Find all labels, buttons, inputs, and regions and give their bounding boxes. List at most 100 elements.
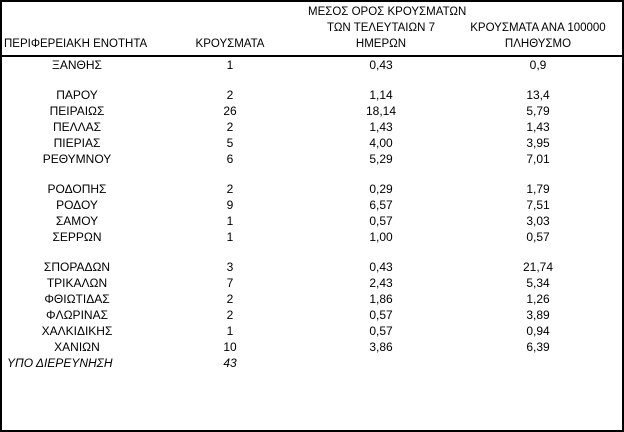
avg7-cell: 0,43 [369, 260, 393, 274]
header-region-label: ΠΕΡΙΦΕΡΕΙΑΚΗ ΕΝΟΤΗΤΑ [4, 38, 148, 50]
cases-cell: 1 [226, 324, 234, 338]
table-row: ΣΠΟΡΑΔΩΝ 3 0,43 21,74 [2, 259, 622, 275]
cases-cell: 1 [226, 230, 234, 244]
spacer-row [2, 73, 622, 87]
table-row: ΡΟΔΟΠΗΣ 2 0,29 1,79 [2, 181, 622, 197]
table-row: ΞΑΝΘΗΣ 1 0,43 0,9 [2, 56, 622, 73]
header-avg7-line3: ΗΜΕΡΩΝ [355, 38, 407, 50]
avg7-cell: 4,00 [369, 136, 393, 150]
per100k-cell [454, 355, 622, 371]
per100k-cell: 1,79 [526, 182, 550, 196]
region-cell: ΥΠΟ ΔΙΕΡΕΥΝΗΣΗ [7, 356, 113, 370]
region-cell: ΞΑΝΘΗΣ [52, 58, 102, 72]
header-cases-label: ΚΡΟΥΣΜΑΤΑ [195, 38, 265, 50]
header-cases: ΚΡΟΥΣΜΑΤΑ [152, 2, 308, 57]
spacer-row [2, 245, 622, 259]
cases-cell: 5 [226, 136, 234, 150]
header-avg7: ΜΕΣΟΣ ΟΡΟΣ ΚΡΟΥΣΜΑΤΩΝ ΤΩΝ ΤΕΛΕΥΤΑΙΩΝ 7 Η… [308, 2, 467, 57]
per100k-cell: 0,9 [529, 58, 547, 72]
cases-cell: 43 [223, 356, 237, 370]
cases-cell: 2 [226, 88, 234, 102]
cases-cell: 3 [226, 260, 234, 274]
cases-cell: 1 [226, 58, 234, 72]
region-cell: ΡΟΔΟΠΗΣ [47, 182, 107, 196]
table-row: ΣΕΡΡΩΝ 1 1,00 0,57 [2, 229, 622, 245]
avg7-cell: 6,57 [369, 198, 393, 212]
table-row: ΦΛΩΡΙΝΑΣ 2 0,57 3,89 [2, 307, 622, 323]
region-cell: ΦΘΙΩΤΙΔΑΣ [44, 292, 110, 306]
table-row: ΡΕΘΥΜΝΟΥ 6 5,29 7,01 [2, 151, 622, 167]
per100k-cell: 13,4 [526, 88, 550, 102]
table-row: ΥΠΟ ΔΙΕΡΕΥΝΗΣΗ 43 [2, 355, 622, 371]
avg7-cell: 0,57 [369, 214, 393, 228]
spacer-cell [2, 245, 622, 259]
table-row: ΠΙΕΡΙΑΣ 5 4,00 3,95 [2, 135, 622, 151]
spacer-row [2, 167, 622, 181]
header-row: ΠΕΡΙΦΕΡΕΙΑΚΗ ΕΝΟΤΗΤΑ ΚΡΟΥΣΜΑΤΑ ΜΕΣΟΣ ΟΡΟ… [2, 2, 622, 57]
table-header: ΠΕΡΙΦΕΡΕΙΑΚΗ ΕΝΟΤΗΤΑ ΚΡΟΥΣΜΑΤΑ ΜΕΣΟΣ ΟΡΟ… [2, 2, 622, 57]
table-row: ΠΑΡΟΥ 2 1,14 13,4 [2, 87, 622, 103]
header-per100k-line2: ΠΛΗΘΥΣΜΟ [504, 38, 572, 50]
cases-cell: 10 [223, 340, 237, 354]
avg7-cell: 2,43 [369, 276, 393, 290]
cases-cell: 2 [226, 120, 234, 134]
avg7-cell: 0,57 [369, 308, 393, 322]
avg7-cell: 5,29 [369, 152, 393, 166]
avg7-cell: 1,00 [369, 230, 393, 244]
avg7-cell: 0,43 [369, 58, 393, 72]
table-row: ΡΟΔΟΥ 9 6,57 7,51 [2, 197, 622, 213]
table-row: ΧΑΝΙΩΝ 10 3,86 6,39 [2, 339, 622, 355]
region-cell: ΡΕΘΥΜΝΟΥ [42, 152, 112, 166]
region-cell: ΣΠΟΡΑΔΩΝ [43, 260, 111, 274]
per100k-cell: 1,43 [526, 120, 550, 134]
region-cell: ΤΡΙΚΑΛΩΝ [46, 276, 108, 290]
region-cell: ΠΕΛΛΑΣ [52, 120, 102, 134]
per100k-cell: 7,51 [526, 198, 550, 212]
cases-cell: 9 [226, 198, 234, 212]
region-cell: ΧΑΝΙΩΝ [54, 340, 100, 354]
table-row: ΠΕΛΛΑΣ 2 1,43 1,43 [2, 119, 622, 135]
cases-cell: 26 [223, 104, 237, 118]
cases-cell: 2 [226, 292, 234, 306]
per100k-cell: 1,26 [526, 292, 550, 306]
avg7-cell: 3,86 [369, 340, 393, 354]
region-cell: ΠΑΡΟΥ [56, 88, 98, 102]
table-body: ΞΑΝΘΗΣ 1 0,43 0,9 ΠΑΡΟΥ 2 1,14 13,4 ΠΕΙΡΑΙΩΣ 26 18… [2, 56, 622, 371]
table-row: ΣΑΜΟΥ 1 0,57 3,03 [2, 213, 622, 229]
region-cell: ΠΙΕΡΙΑΣ [53, 136, 101, 150]
table-row: ΧΑΛΚΙΔΙΚΗΣ 1 0,57 0,94 [2, 323, 622, 339]
header-per100k-line1: ΚΡΟΥΣΜΑΤΑ ΑΝΑ 100000 [470, 22, 606, 34]
avg7-cell: 18,14 [365, 104, 397, 118]
per100k-cell: 3,89 [526, 308, 550, 322]
header-avg7-line1: ΜΕΣΟΣ ΟΡΟΣ ΚΡΟΥΣΜΑΤΩΝ [308, 6, 467, 18]
table-row: ΠΕΙΡΑΙΩΣ 26 18,14 5,79 [2, 103, 622, 119]
spacer-cell [2, 73, 622, 87]
per100k-cell: 5,79 [526, 104, 550, 118]
avg7-cell: 0,57 [369, 324, 393, 338]
spacer-cell [2, 167, 622, 181]
region-cell: ΣΑΜΟΥ [55, 214, 99, 228]
avg7-cell: 1,86 [369, 292, 393, 306]
header-avg7-line2: ΤΩΝ ΤΕΛΕΥΤΑΙΩΝ 7 [327, 22, 435, 34]
cases-cell: 7 [226, 276, 234, 290]
table-row: ΤΡΙΚΑΛΩΝ 7 2,43 5,34 [2, 275, 622, 291]
region-cell: ΦΛΩΡΙΝΑΣ [46, 308, 108, 322]
per100k-cell: 21,74 [522, 260, 554, 274]
avg7-cell [308, 355, 454, 371]
cases-cell: 2 [226, 182, 234, 196]
per100k-cell: 6,39 [526, 340, 550, 354]
region-cell: ΧΑΛΚΙΔΙΚΗΣ [41, 324, 113, 338]
per100k-cell: 5,34 [526, 276, 550, 290]
table-row: ΦΘΙΩΤΙΔΑΣ 2 1,86 1,26 [2, 291, 622, 307]
cases-cell: 6 [226, 152, 234, 166]
header-region: ΠΕΡΙΦΕΡΕΙΑΚΗ ΕΝΟΤΗΤΑ [2, 2, 152, 57]
avg7-cell: 1,14 [369, 88, 393, 102]
avg7-cell: 1,43 [369, 120, 393, 134]
per100k-cell: 7,01 [526, 152, 550, 166]
region-cell: ΡΟΔΟΥ [56, 198, 98, 212]
cases-table: ΠΕΡΙΦΕΡΕΙΑΚΗ ΕΝΟΤΗΤΑ ΚΡΟΥΣΜΑΤΑ ΜΕΣΟΣ ΟΡΟ… [2, 2, 622, 371]
per100k-cell: 0,57 [526, 230, 550, 244]
per100k-cell: 3,03 [526, 214, 550, 228]
header-per100k: ΚΡΟΥΣΜΑΤΑ ΑΝΑ 100000 ΠΛΗΘΥΣΜΟ [454, 2, 622, 57]
